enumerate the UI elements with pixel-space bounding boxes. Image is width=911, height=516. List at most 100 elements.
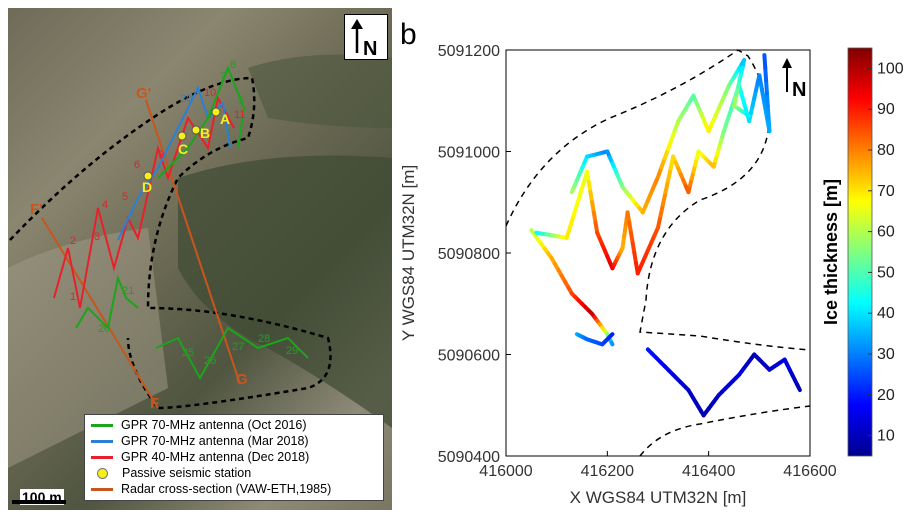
colorbar-tick-label: 20 xyxy=(877,387,895,404)
track-segment xyxy=(609,340,615,347)
station-B-label: B xyxy=(200,125,210,141)
profile-green xyxy=(157,65,246,179)
label-G-prime: G' xyxy=(136,85,151,102)
legend-label: Radar cross-section (VAW-ETH,1985) xyxy=(121,482,332,496)
track-segment xyxy=(764,78,769,96)
forest-area xyxy=(178,155,392,428)
profile-number: 2 xyxy=(70,235,76,247)
profile-green xyxy=(155,326,309,381)
track-segment xyxy=(656,213,663,230)
station-A-marker xyxy=(211,107,221,117)
profile-number: 1 xyxy=(130,209,136,221)
glacier-outline xyxy=(9,76,332,410)
track-segment xyxy=(658,201,666,218)
north-arrow-icon xyxy=(782,58,792,68)
legend-label: Passive seismic station xyxy=(122,466,252,480)
profile-number: 4 xyxy=(102,199,108,211)
legend-item: Radar cross-section (VAW-ETH,1985) xyxy=(91,481,331,497)
legend-label: GPR 40-MHz antenna (Dec 2018) xyxy=(121,450,310,464)
panel-b-letter: b xyxy=(400,18,417,51)
glacier-boundary xyxy=(639,405,811,457)
track-segment xyxy=(764,91,770,108)
track-segment xyxy=(666,166,673,183)
y-tick-label: 5090400 xyxy=(438,449,500,466)
profile-number: 29 xyxy=(286,345,298,357)
profile-number: 3 xyxy=(206,109,212,121)
station-B-marker xyxy=(191,125,201,135)
profile-number: 7 xyxy=(220,71,226,83)
legend-swatch xyxy=(91,439,113,443)
legend-item: Passive seismic station xyxy=(91,465,251,481)
label-F-prime: F' xyxy=(30,201,43,218)
legend-item: GPR 40-MHz antenna (Dec 2018) xyxy=(91,449,309,465)
profile-blue xyxy=(117,85,231,241)
profile-number: 11 xyxy=(234,109,245,121)
label-F: F xyxy=(150,395,159,412)
y-tick-label: 5091200 xyxy=(438,43,500,60)
legend-swatch xyxy=(91,455,113,459)
track-segment xyxy=(608,332,615,338)
colorbar-tick-label: 50 xyxy=(877,264,895,281)
legend-label: GPR 70-MHz antenna (Oct 2016) xyxy=(121,418,307,432)
legend-label: GPR 70-MHz antenna (Mar 2018) xyxy=(121,434,309,448)
colorbar-tick-label: 70 xyxy=(877,183,895,200)
y-tick-label: 5090600 xyxy=(438,348,500,365)
x-tick-label: 416000 xyxy=(479,463,532,480)
scale-bar xyxy=(12,500,66,504)
x-tick-label: 416200 xyxy=(581,463,634,480)
cross-section-G xyxy=(145,99,241,385)
colorbar-tick-label: 30 xyxy=(877,346,895,363)
colorbar-tick-label: 10 xyxy=(877,428,895,445)
cross-section-F xyxy=(41,217,159,409)
legend-dot xyxy=(97,467,108,479)
legend-swatch xyxy=(91,487,113,491)
x-ticks: 416000 416200 416400 416600 xyxy=(479,451,837,480)
station-A-label: A xyxy=(220,111,230,127)
north-label-b: N xyxy=(792,79,806,101)
profile-number: 25 xyxy=(182,347,194,359)
profile-number: 27 xyxy=(232,341,244,353)
track-segment xyxy=(661,190,668,206)
colorbar-tick-label: 40 xyxy=(877,305,895,322)
profile-number: 3 xyxy=(94,231,100,243)
plot-frame xyxy=(505,49,811,457)
track-segment xyxy=(663,178,671,195)
x-axis-label: X WGS84 UTM32N [m] xyxy=(570,488,747,507)
profile-number: 5 xyxy=(238,95,244,107)
colorbar-tick-label: 100 xyxy=(877,60,904,77)
profile-number: 1 xyxy=(226,127,232,139)
station-C-label: C xyxy=(178,141,188,157)
y-tick-label: 5091000 xyxy=(438,145,500,162)
y-tick-label: 5090800 xyxy=(438,246,500,263)
profile-number: 5 xyxy=(122,191,128,203)
legend-item: GPR 70-MHz antenna (Oct 2016) xyxy=(91,417,307,433)
legend-item: GPR 70-MHz antenna (Mar 2018) xyxy=(91,433,309,449)
colorbar-label: Ice thickness [m] xyxy=(821,179,841,325)
profile-number: 6 xyxy=(134,159,140,171)
track-segment xyxy=(766,116,772,134)
gpr-tracks xyxy=(529,53,802,418)
station-D-marker xyxy=(143,171,153,181)
track-segment xyxy=(765,103,771,121)
x-tick-label: 416600 xyxy=(783,463,836,480)
profile-number: 21 xyxy=(122,285,134,297)
label-G: G xyxy=(236,371,248,388)
colorbar xyxy=(847,47,873,457)
profile-red xyxy=(53,95,235,309)
debris-area xyxy=(8,228,168,468)
track-segment xyxy=(763,65,769,83)
profile-number: 28 xyxy=(258,333,270,345)
legend-swatch xyxy=(91,423,113,427)
legend-a: GPR 70-MHz antenna (Oct 2016) GPR 70-MHz… xyxy=(84,414,384,501)
forest-area xyxy=(248,54,392,128)
track-segment xyxy=(762,53,768,70)
station-D-label: D xyxy=(142,179,152,195)
profile-number: 1 xyxy=(70,291,76,303)
profile-number: 8 xyxy=(230,59,236,71)
north-arrow-a: N xyxy=(344,14,388,60)
track-segment xyxy=(795,382,802,393)
colorbar-tick-label: 90 xyxy=(877,101,895,118)
profile-number: 10 xyxy=(204,87,216,99)
profile-number: 20 xyxy=(180,93,192,105)
